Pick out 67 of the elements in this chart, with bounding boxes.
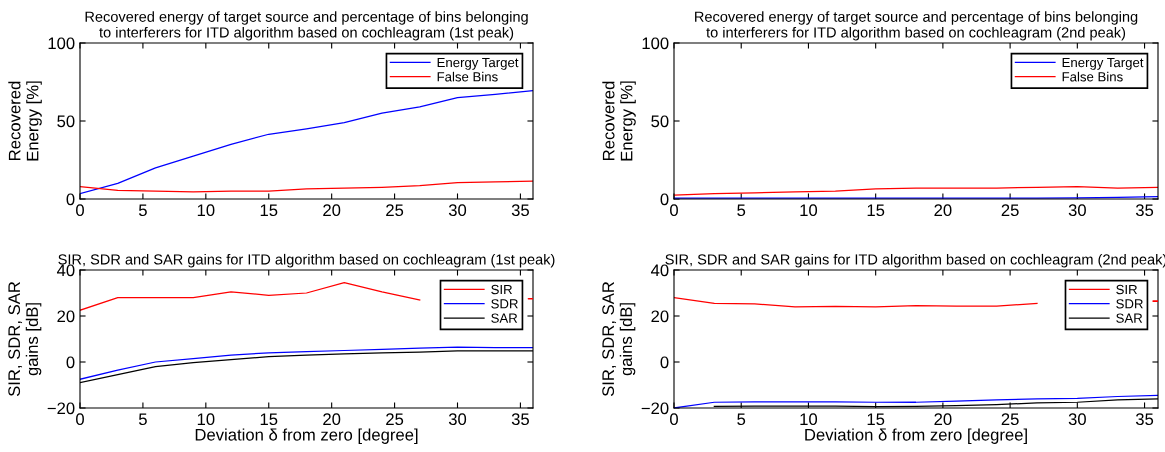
y-tick-label: 100 <box>48 37 75 50</box>
x-tick-label: 30 <box>448 204 467 217</box>
y-tick-label: 0 <box>660 193 669 206</box>
y-tick-label: 0 <box>660 356 669 369</box>
x-tick-label: 10 <box>800 204 818 217</box>
x-tick-label: 30 <box>1068 413 1086 426</box>
y-tick-label: −20 <box>47 402 75 415</box>
line-series <box>80 89 533 195</box>
x-tick-label: 15 <box>867 413 885 426</box>
x-tick-label: 20 <box>323 204 341 217</box>
y-tick-label: 50 <box>651 115 669 128</box>
y-tick-label: 40 <box>650 264 669 277</box>
legend-label: False Bins <box>1062 71 1123 82</box>
x-tick-label: 35 <box>1135 413 1154 426</box>
y-tick-label: 40 <box>56 264 75 277</box>
x-tick-label: 20 <box>934 204 952 217</box>
x-tick-label: 35 <box>511 413 529 426</box>
x-tick-label: 15 <box>260 204 278 217</box>
y-tick-label: 0 <box>66 193 75 206</box>
x-tick-label: 30 <box>448 413 467 426</box>
x-tick-label: 35 <box>1135 204 1154 217</box>
legend-label: False Bins <box>437 71 498 82</box>
x-tick-label: 5 <box>138 204 147 217</box>
chart-title: Recovered energy of target source and percentage of bins belonging to interferers for ITD algorithm based on cochleagram (1st peak) <box>85 11 528 41</box>
y-tick-label: 50 <box>57 115 75 128</box>
x-tick-label: 10 <box>800 413 818 426</box>
x-tick-label: 25 <box>386 413 404 426</box>
x-tick-label: 20 <box>323 413 341 426</box>
legend-label: SIR <box>1116 284 1138 295</box>
x-tick-label: 5 <box>737 413 746 426</box>
line-series <box>674 185 1158 196</box>
legend-label: SIR <box>491 284 513 295</box>
y-tick-label: 20 <box>57 310 75 323</box>
legend-label: Energy Target <box>437 58 519 70</box>
y-tick-label: −20 <box>641 402 669 415</box>
y-tick-label: 20 <box>651 310 669 323</box>
x-tick-label: 0 <box>670 413 678 426</box>
legend-label: SDR <box>1116 299 1143 309</box>
x-axis-title: Deviation δ from zero [degree] <box>195 428 418 444</box>
y-tick-label: 0 <box>66 356 75 369</box>
x-tick-label: 30 <box>1068 204 1086 217</box>
x-tick-label: 5 <box>138 413 147 426</box>
y-axis-title: Recovered Energy [%] <box>602 81 636 161</box>
x-tick-label: 0 <box>670 204 678 217</box>
x-axis-title: Deviation δ from zero [degree] <box>805 428 1027 444</box>
x-tick-label: 25 <box>1001 413 1019 426</box>
x-tick-label: 25 <box>386 204 404 217</box>
x-tick-label: 10 <box>197 204 215 217</box>
x-tick-label: 0 <box>76 413 84 426</box>
x-tick-label: 35 <box>511 204 529 217</box>
legend-label: SAR <box>1116 313 1143 323</box>
y-axis-title: SIR, SDR, SAR gains [dB] <box>602 281 636 397</box>
legend-label: SDR <box>491 299 518 309</box>
legend-label: Energy Target <box>1062 58 1144 70</box>
line-series <box>80 180 533 193</box>
x-tick-label: 15 <box>867 204 885 217</box>
y-tick-label: 100 <box>642 37 669 50</box>
chart-title: Recovered energy of target source and percentage of bins belonging to interferers for ITD algorithm based on cochleagram (2nd peak) <box>695 11 1138 41</box>
x-tick-label: 20 <box>934 413 952 426</box>
x-tick-label: 0 <box>76 204 84 217</box>
y-axis-title: SIR, SDR, SAR gains [dB] <box>8 281 42 397</box>
y-axis-title: Recovered Energy [%] <box>8 81 42 161</box>
x-tick-label: 10 <box>197 413 215 426</box>
x-tick-label: 15 <box>260 413 278 426</box>
x-tick-label: 5 <box>737 204 746 217</box>
x-tick-label: 25 <box>1001 204 1019 217</box>
legend-label: SAR <box>491 313 518 323</box>
